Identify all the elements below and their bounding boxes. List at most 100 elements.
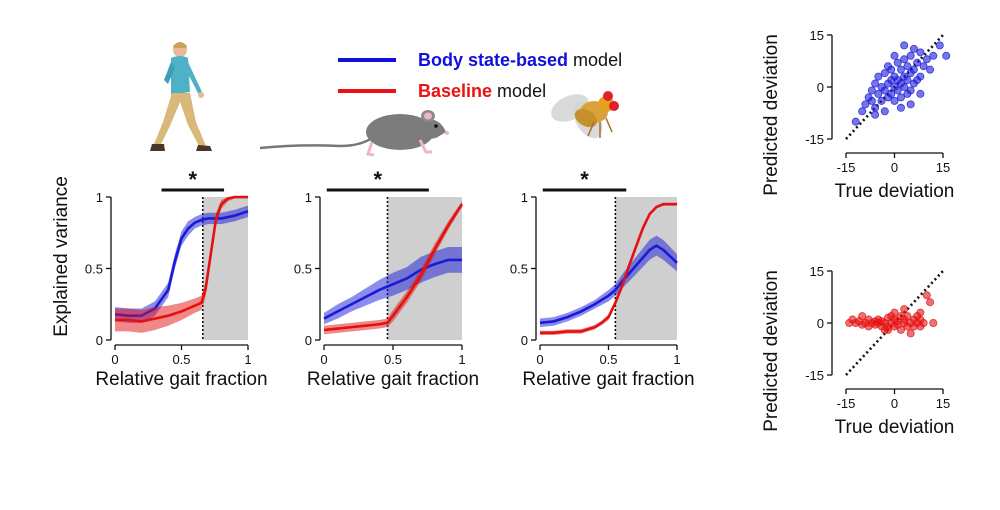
scatter-point xyxy=(909,65,918,74)
legend-label-body-state: Body state-based model xyxy=(418,50,622,70)
scatter-point xyxy=(893,58,902,67)
y-tick-label: 1 xyxy=(305,190,312,205)
x-axis-title: Relative gait fraction xyxy=(95,369,267,390)
x-tick-label: 0.5 xyxy=(384,352,402,367)
x-tick-label: 0 xyxy=(891,160,898,175)
walking-human-icon xyxy=(150,42,212,151)
scatter-point xyxy=(893,86,902,95)
series-line-blue xyxy=(323,258,462,320)
scatter-point xyxy=(913,58,922,67)
line-panel-mouse: 0 0.5 1 0 0.5 1 Relative gait fraction * xyxy=(294,167,479,390)
x-tick-label: 15 xyxy=(936,160,950,175)
y-tick-label: -15 xyxy=(805,368,824,383)
scatter-point xyxy=(903,312,912,321)
line-panel-human: 0 0.5 1 0 0.5 1 Relative gait fraction Explaine… xyxy=(51,167,268,390)
scatter-point xyxy=(909,44,918,53)
x-axis-title: Relative gait fraction xyxy=(307,369,479,390)
significance-star: * xyxy=(580,167,589,192)
series-line-red xyxy=(115,195,248,323)
scatter-point xyxy=(903,62,912,71)
scatter-point xyxy=(890,308,899,317)
scatter-point xyxy=(929,318,938,327)
x-axis-title: Relative gait fraction xyxy=(522,369,694,390)
x-tick-label: 0.5 xyxy=(172,352,190,367)
y-tick-label: 15 xyxy=(810,264,824,279)
y-tick-label: -15 xyxy=(805,132,824,147)
legend: Body state-based model Baseline model xyxy=(338,50,622,101)
scatter-panel-body-state: -15 0 15 -15 0 15 True deviation Predicted devi… xyxy=(761,28,954,202)
scatter-point xyxy=(896,325,905,334)
y-tick-label: 0 xyxy=(817,316,824,331)
scatter-point xyxy=(896,93,905,102)
scatter-point xyxy=(942,51,951,60)
x-axis-title: True deviation xyxy=(835,181,955,202)
y-tick-label: 0.5 xyxy=(510,262,528,277)
scatter-point xyxy=(887,89,896,98)
x-tick-label: 0 xyxy=(536,352,543,367)
scatter-point xyxy=(900,55,909,64)
x-tick-label: 0 xyxy=(320,352,327,367)
scatter-point xyxy=(861,100,870,109)
scatter-point xyxy=(867,86,876,95)
scatter-point xyxy=(890,51,899,60)
y-tick-label: 15 xyxy=(810,28,824,43)
mouse-icon xyxy=(259,110,449,157)
scatter-point xyxy=(903,76,912,85)
y-tick-label: 1 xyxy=(521,190,528,205)
y-tick-label: 0.5 xyxy=(85,262,103,277)
line-panel-fly: 0 0.5 1 0 0.5 1 Relative gait fraction * xyxy=(510,167,695,390)
scatter-point xyxy=(874,89,883,98)
scatter-point xyxy=(916,308,925,317)
scatter-point xyxy=(880,107,889,116)
y-tick-label: 0 xyxy=(305,333,312,348)
scatter-point xyxy=(935,41,944,50)
scatter-point xyxy=(906,100,915,109)
scatter-point xyxy=(916,89,925,98)
y-tick-label: 0.5 xyxy=(294,262,312,277)
scatter-panel-baseline: -15 0 15 -15 0 15 True deviation Predicted devi… xyxy=(761,264,954,438)
x-tick-label: 15 xyxy=(936,396,950,411)
y-axis-title: Predicted deviation xyxy=(761,270,782,432)
scatter-point xyxy=(919,62,928,71)
y-tick-label: 0 xyxy=(96,333,103,348)
scatter-point xyxy=(874,72,883,81)
scatter-point xyxy=(900,305,909,314)
significance-star: * xyxy=(189,167,198,192)
scatter-point xyxy=(906,329,915,338)
x-tick-label: 1 xyxy=(458,352,465,367)
series-line-blue xyxy=(539,244,678,325)
legend-label-baseline: Baseline model xyxy=(418,81,546,101)
scatter-point xyxy=(926,298,935,307)
x-tick-label: -15 xyxy=(837,396,856,411)
x-tick-label: 0 xyxy=(111,352,118,367)
scatter-point xyxy=(906,86,915,95)
scatter-point xyxy=(900,83,909,92)
scatter-point xyxy=(900,41,909,50)
y-tick-label: 0 xyxy=(817,80,824,95)
scatter-point xyxy=(896,65,905,74)
x-tick-label: 0 xyxy=(891,396,898,411)
fruit-fly-icon xyxy=(551,91,619,139)
x-tick-label: 1 xyxy=(673,352,680,367)
scatter-point xyxy=(890,96,899,105)
scatter-point xyxy=(929,51,938,60)
y-tick-label: 1 xyxy=(96,190,103,205)
scatter-point xyxy=(871,103,880,112)
y-axis-title: Explained variance xyxy=(51,176,72,337)
scatter-point xyxy=(926,65,935,74)
scatter-point xyxy=(871,79,880,88)
scatter-point xyxy=(858,107,867,116)
scatter-point xyxy=(880,86,889,95)
scatter-point xyxy=(880,69,889,78)
scatter-point xyxy=(916,72,925,81)
scatter-point xyxy=(919,318,928,327)
scatter-point xyxy=(851,117,860,126)
scatter-point xyxy=(922,55,931,64)
scatter-point xyxy=(916,48,925,57)
x-axis-title: True deviation xyxy=(835,417,955,438)
scatter-point xyxy=(896,103,905,112)
scatter-point xyxy=(884,325,893,334)
series-line-red xyxy=(323,203,464,332)
y-axis-title: Predicted deviation xyxy=(761,34,782,196)
